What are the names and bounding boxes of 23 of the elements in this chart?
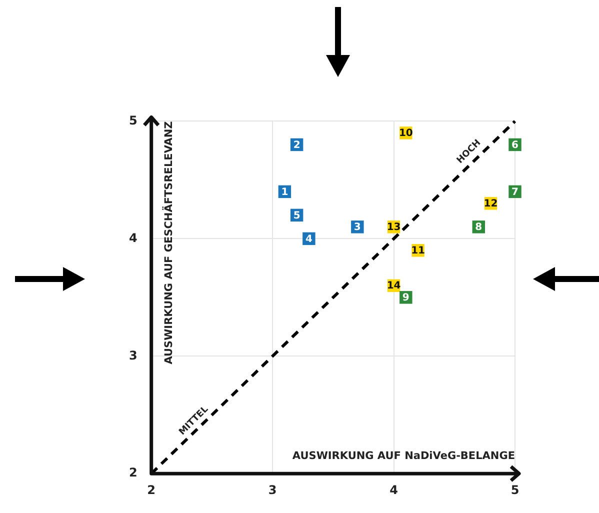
- annotation: 3: [354, 222, 361, 234]
- x-tick-label: 2: [147, 482, 156, 497]
- x-tick-label: 5: [510, 482, 520, 497]
- x-tick-label: 3: [268, 482, 277, 497]
- annotation: 4: [305, 234, 312, 245]
- y-axis-title: AUSWIRKUNG AUF GESCHÄFTSRELEVANZ: [162, 120, 176, 364]
- annotation: 8: [475, 222, 482, 234]
- annotation: 10: [398, 128, 413, 140]
- annotation: 1: [281, 186, 288, 198]
- annotation: 6: [512, 140, 519, 151]
- y-tick-label: 3: [128, 348, 138, 362]
- x-tick-label: 4: [390, 482, 398, 497]
- annotation: 12: [484, 198, 498, 210]
- annotation: 11: [411, 246, 426, 257]
- annotation: 7: [512, 186, 519, 198]
- y-tick-label: 4: [128, 230, 138, 245]
- x-axis-title: AUSWIRKUNG AUF NaDiVeG-BELANGE: [292, 450, 515, 462]
- annotation: 13: [386, 222, 401, 234]
- annotation: 2: [293, 140, 300, 151]
- annotation: 5: [293, 210, 300, 222]
- y-tick-label: 5: [128, 113, 138, 128]
- y-tick-label: 2: [128, 466, 138, 480]
- annotation: 9: [402, 292, 410, 304]
